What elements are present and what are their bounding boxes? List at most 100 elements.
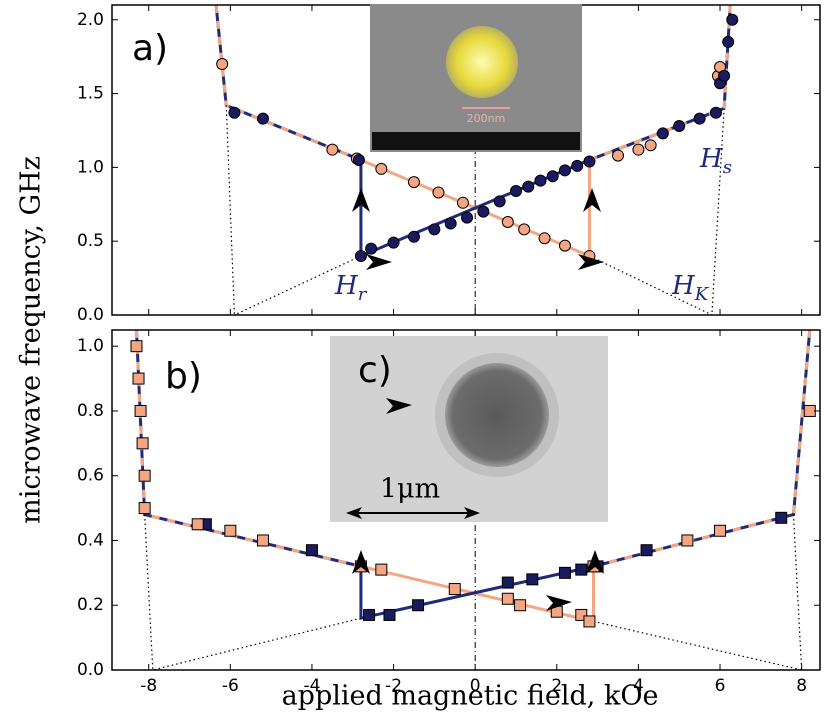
point xyxy=(509,185,522,197)
fit-line xyxy=(214,5,362,162)
point xyxy=(256,112,269,125)
point xyxy=(326,143,339,156)
point xyxy=(632,143,645,156)
point xyxy=(407,176,420,189)
annotation-text: H xyxy=(699,144,724,174)
fit-line xyxy=(134,330,362,568)
point xyxy=(558,239,571,252)
point xyxy=(136,437,149,450)
x-tick-label: 4 xyxy=(633,676,644,696)
panel-label: b) xyxy=(165,356,202,397)
point xyxy=(383,608,396,621)
guide-line xyxy=(792,514,803,670)
point xyxy=(558,164,571,177)
point xyxy=(444,217,457,230)
y-tick-label: 1.0 xyxy=(77,157,104,177)
arrowhead xyxy=(346,507,362,519)
annotation: Hs xyxy=(699,144,732,178)
axes-frame xyxy=(111,329,821,671)
point xyxy=(726,13,739,26)
point xyxy=(558,566,571,579)
y-tick-label: 1.5 xyxy=(77,84,104,104)
annotation: Hr xyxy=(334,271,368,305)
y-tick-label: 0.8 xyxy=(77,401,104,421)
point xyxy=(477,205,490,218)
point xyxy=(305,544,318,557)
point xyxy=(352,154,365,166)
point xyxy=(363,608,376,621)
point xyxy=(575,563,588,576)
scale-strip xyxy=(372,132,580,150)
point xyxy=(432,186,445,199)
annotation-sub: K xyxy=(694,284,710,305)
point xyxy=(612,149,625,162)
particle xyxy=(445,363,549,467)
y-tick-label: 0.0 xyxy=(77,660,104,680)
point xyxy=(709,106,722,119)
point xyxy=(412,599,425,612)
point xyxy=(501,576,514,589)
guide-line xyxy=(152,617,362,670)
x-tick-label: -6 xyxy=(222,676,239,696)
fit-line xyxy=(593,330,812,568)
scale-text: 200nm xyxy=(467,112,506,125)
point xyxy=(407,230,420,243)
guide-line xyxy=(234,255,362,315)
point xyxy=(656,127,669,140)
point xyxy=(583,155,596,168)
point xyxy=(501,592,514,605)
point xyxy=(775,511,788,524)
guide-line xyxy=(711,108,725,315)
point xyxy=(514,599,527,612)
guide-line xyxy=(225,105,236,315)
point xyxy=(518,223,531,236)
point xyxy=(428,223,441,236)
point xyxy=(138,502,151,515)
annotation: HK xyxy=(671,271,710,305)
y-axis-label: microwave frequency, GHz xyxy=(16,156,47,524)
guide-line xyxy=(589,255,713,315)
point xyxy=(134,404,147,417)
arrows xyxy=(352,188,604,611)
point xyxy=(803,404,816,417)
annotation-sub: s xyxy=(723,157,732,178)
point xyxy=(375,162,388,175)
point xyxy=(644,139,657,152)
point xyxy=(365,242,378,255)
y-tick-label: 1.0 xyxy=(77,336,104,356)
panel-label: c) xyxy=(358,350,392,391)
point xyxy=(387,236,400,249)
point xyxy=(228,106,241,119)
x-tick-label: 2 xyxy=(551,676,562,696)
point xyxy=(681,534,694,547)
x-tick-label: -8 xyxy=(140,676,157,696)
annotation-text: H xyxy=(671,271,696,301)
point xyxy=(673,120,686,133)
point xyxy=(256,534,269,547)
point xyxy=(456,196,469,209)
annotation-text: H xyxy=(334,271,359,301)
scale-text: 1μm xyxy=(380,474,440,505)
particle xyxy=(446,26,518,98)
annotation-sub: r xyxy=(358,284,368,305)
point xyxy=(546,170,559,183)
fit-line-dash xyxy=(593,330,812,568)
point xyxy=(216,58,229,71)
point xyxy=(538,232,551,245)
y-tick-label: 0.6 xyxy=(77,466,104,486)
x-tick-label: 6 xyxy=(715,676,726,696)
x-tick-label: 8 xyxy=(796,676,807,696)
point xyxy=(526,573,539,586)
y-tick-label: 0.0 xyxy=(77,305,104,325)
point xyxy=(132,372,145,385)
y-tick-label: 0.2 xyxy=(77,595,104,615)
x-axis-label: applied magnetic field, kOe xyxy=(282,681,659,712)
x-tick-label: 0 xyxy=(470,676,481,696)
x-tick-label: -4 xyxy=(303,676,320,696)
point xyxy=(375,563,388,576)
panel-label: a) xyxy=(132,28,168,69)
point xyxy=(575,608,588,621)
point xyxy=(640,544,653,557)
x-tick-label: -2 xyxy=(385,676,402,696)
